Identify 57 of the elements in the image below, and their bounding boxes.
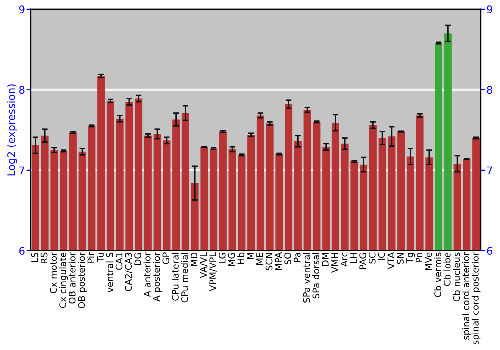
x-tick-label: Tu <box>97 253 104 262</box>
x-tick-label: MD <box>190 252 198 266</box>
x-tick-label: MPA <box>275 252 282 270</box>
x-tick-label: DM <box>322 253 329 266</box>
x-tick-label: CPu lateral <box>172 253 179 301</box>
x-tick-label: Cb nucleus <box>453 252 460 302</box>
x-tick-label: DG <box>134 253 142 266</box>
x-tick-label: VTA <box>388 252 394 270</box>
x-tick-label: SPa ventral <box>303 253 310 303</box>
x-tick-label: MVe <box>425 252 432 270</box>
x-tick-label: Pn <box>416 253 423 262</box>
x-tick-label: LS <box>31 252 38 262</box>
y2-tick-label: 7 <box>487 166 492 174</box>
x-tick-label: GP <box>162 252 170 264</box>
y-tick-label: 7 <box>20 166 25 174</box>
x-tick-label: A posterior <box>153 252 162 302</box>
x-tick-label: SPa dorsal <box>312 253 320 299</box>
x-tick-label: CPu medial <box>181 253 188 303</box>
x-tick-label: MG <box>228 253 236 266</box>
x-tick-label: Pir <box>88 252 94 263</box>
x-tick-label: LH <box>350 253 357 264</box>
x-tick-label: spinal cord posterior <box>472 252 481 345</box>
x-tick-label: RS <box>40 252 48 264</box>
x-tick-label: LG <box>218 253 226 264</box>
x-tick-label: SO <box>284 252 292 265</box>
y2-tick-label: 6 <box>487 247 493 256</box>
x-tick-label: IC <box>378 252 386 260</box>
x-tick-label: ME <box>256 252 264 265</box>
x-tick-label: SCN <box>266 253 273 271</box>
x-tick-label: OB posterior <box>78 252 87 309</box>
x-tick-label: Hb <box>238 252 245 264</box>
x-tick-label: VMH <box>332 253 338 274</box>
y-tick-label: 8 <box>20 86 25 94</box>
x-tick-label: CA2/CA3 <box>125 253 133 292</box>
x-tick-label: Pa <box>294 253 301 262</box>
x-tick-label: CA1 <box>116 253 123 270</box>
x-tick-label: VPM/VPL <box>210 252 218 292</box>
x-tick-label: ventral S <box>106 252 114 293</box>
x-tick-label: M <box>247 253 254 260</box>
x-tick-label: Cx motor <box>50 252 58 294</box>
x-tick-label: spinal cord anterior <box>462 252 472 340</box>
y-tick-label: 6 <box>20 247 25 256</box>
x-tick-label: SC <box>368 252 376 264</box>
x-tick-label: Cb lobe <box>444 252 451 286</box>
y2-tick-label: 9 <box>487 6 492 14</box>
x-tick-label: Tg <box>406 253 416 264</box>
x-tick-label: Arc <box>340 252 348 267</box>
x-tick-label: Cb vermis <box>434 252 442 298</box>
y-tick-label: 9 <box>19 6 25 14</box>
y2-tick-label: 8 <box>487 86 492 94</box>
x-tick-label: A anterior <box>144 252 151 298</box>
x-tick-label: Cx cingulate <box>59 252 68 308</box>
x-tick-label: PAG <box>360 253 366 270</box>
y-axis-title: Log2 (expression) <box>7 84 18 176</box>
x-tick-label: SN <box>397 253 404 264</box>
x-tick-label: OB anterior <box>68 252 76 304</box>
x-tick-label: VA/VL <box>200 252 208 278</box>
